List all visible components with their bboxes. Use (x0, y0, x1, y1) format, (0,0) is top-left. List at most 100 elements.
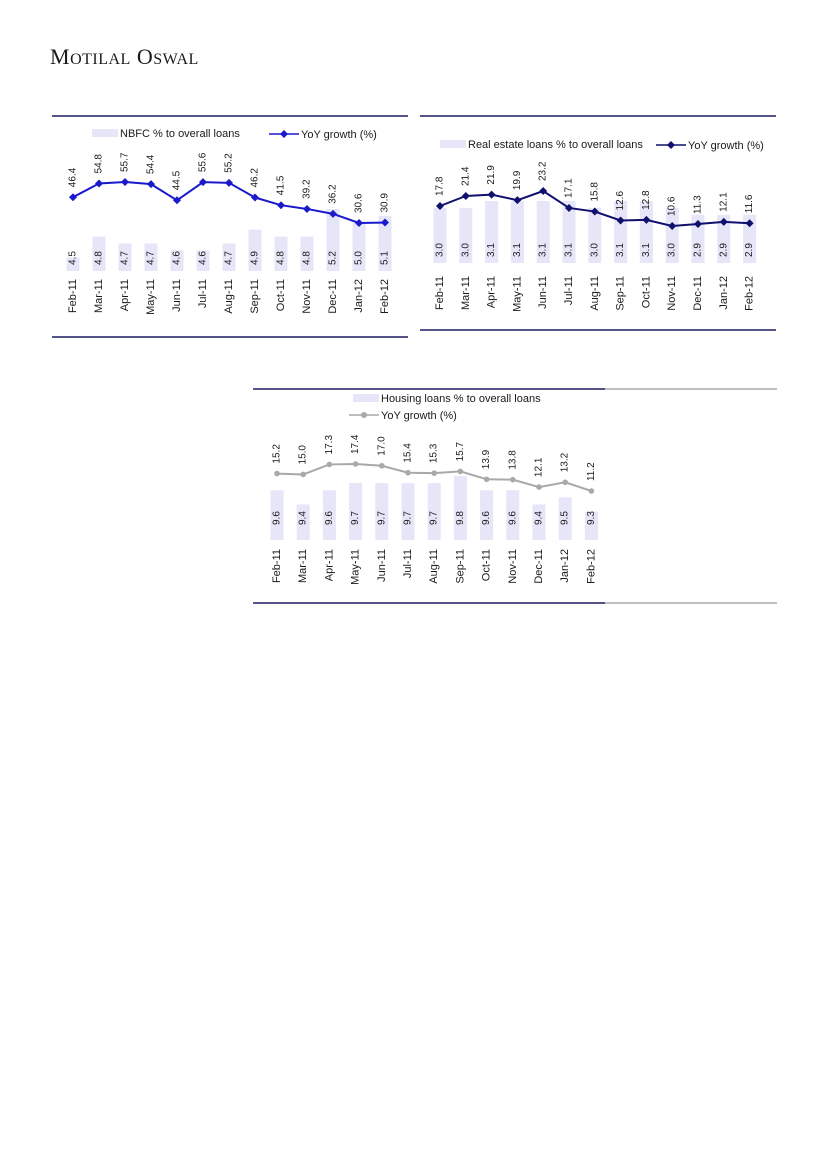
bar-Mar-11 (296, 504, 310, 540)
line-label-Sep-11: 46.2 (250, 168, 261, 188)
line-point-Apr-11 (121, 178, 129, 186)
x-tick-Aug-11: Aug-11 (428, 549, 440, 584)
x-tick-Oct-11: Oct-11 (640, 276, 652, 308)
bar-Feb-12 (378, 215, 392, 271)
line-label-Jun-11: 23.2 (538, 161, 549, 181)
bar-Feb-12 (584, 511, 598, 540)
line-point-Jun-11 (379, 462, 385, 469)
line-label-May-11: 54.4 (146, 154, 157, 174)
bar-May-11 (510, 201, 524, 263)
line-label-Aug-11: 15.3 (429, 443, 440, 463)
x-tick-Apr-11: Apr-11 (323, 549, 335, 581)
line-label-Oct-11: 41.5 (276, 175, 287, 195)
line-point-Aug-11 (431, 470, 437, 476)
line-label-Oct-11: 13.9 (481, 449, 492, 469)
line-point-Nov-11 (510, 476, 516, 483)
bar-label-May-11: 3.1 (512, 243, 523, 257)
line-point-Oct-11 (642, 215, 651, 224)
line-label-May-11: 17.4 (350, 434, 361, 454)
line-label-Aug-11: 55.2 (224, 153, 235, 173)
line-label-Feb-11: 46.4 (68, 167, 79, 187)
line-label-Mar-11: 54.8 (94, 154, 105, 174)
line-label-Feb-11: 17.8 (435, 176, 446, 196)
bar-label-Jul-11: 9.7 (403, 511, 414, 525)
bar-label-Feb-11: 4.5 (68, 251, 79, 265)
bar-series (270, 476, 598, 540)
legend-line-marker (280, 130, 288, 138)
x-tick-Jan-12: Jan-12 (353, 279, 365, 313)
line-label-Jul-11: 55.6 (198, 152, 209, 172)
bar-label-Dec-11: 5.2 (328, 251, 339, 265)
bar-Aug-11 (588, 207, 602, 263)
line-label-Nov-11: 13.8 (507, 450, 518, 470)
bar-label-Aug-11: 3.0 (589, 243, 600, 257)
bar-Feb-12 (743, 214, 757, 263)
line-label-Nov-11: 10.6 (667, 196, 678, 216)
bar-Jun-11 (170, 250, 184, 271)
line-point-Jul-11 (405, 469, 411, 476)
bar-label-Feb-12: 2.9 (744, 243, 755, 257)
bar-label-Jan-12: 2.9 (718, 243, 729, 257)
bar-label-Feb-11: 3.0 (435, 243, 446, 257)
line-label-Jan-12: 13.2 (560, 452, 571, 472)
line-label-Feb-11: 15.2 (272, 444, 283, 464)
line-point-Feb-12 (381, 218, 389, 227)
x-tick-Jul-11: Jul-11 (402, 549, 414, 578)
bar-Nov-11 (665, 207, 679, 263)
bar-label-Jan-12: 5.0 (354, 251, 365, 265)
line-label-Feb-12: 30.9 (380, 193, 391, 213)
bar-Jul-11 (401, 483, 415, 540)
x-tick-Oct-11: Oct-11 (275, 279, 287, 311)
bar-Oct-11 (274, 236, 288, 271)
bar-Feb-11 (433, 207, 447, 263)
bar-May-11 (349, 483, 363, 540)
line-label-Jan-12: 30.6 (354, 193, 365, 213)
line-label-Jul-11: 15.4 (403, 443, 414, 463)
line-point-Dec-11 (536, 484, 542, 490)
line-label-Jul-11: 17.1 (564, 178, 575, 198)
line-label-Jan-12: 12.1 (718, 192, 729, 212)
bar-label-Aug-11: 4.7 (224, 251, 235, 265)
bar-label-Aug-11: 9.7 (429, 511, 440, 525)
legend-line-label: YoY growth (%) (688, 140, 764, 152)
x-tick-Jul-11: Jul-11 (197, 279, 209, 308)
bar-Jul-11 (196, 250, 210, 271)
real-estate-loans-chart: Real estate loans % to overall loans YoY … (420, 115, 776, 331)
bar-label-Oct-11: 3.1 (641, 243, 652, 257)
line-point-Dec-11 (694, 220, 702, 229)
bar-Jun-11 (536, 201, 550, 263)
x-tick-Nov-11: Nov-11 (507, 549, 519, 584)
bar-label-Mar-11: 4.8 (94, 251, 105, 265)
legend-bar-swatch (440, 140, 466, 148)
bar-label-Mar-11: 3.0 (460, 243, 471, 257)
chart-legend: NBFC % to overall loans YoY growth (%) (92, 128, 377, 141)
bar-Jan-12 (558, 497, 572, 540)
line-point-Aug-11 (225, 178, 233, 187)
bar-series (66, 209, 392, 271)
line-label-Oct-11: 12.8 (641, 190, 652, 210)
line-point-Jan-12 (562, 479, 568, 486)
housing-loans-chart: Housing loans % to overall loans YoY grow… (253, 388, 777, 604)
line-label-Nov-11: 39.2 (302, 179, 313, 199)
x-tick-May-11: May-11 (145, 279, 157, 315)
line-label-May-11: 19.9 (512, 170, 523, 190)
x-tick-Feb-11: Feb-11 (67, 279, 79, 313)
x-tick-Aug-11: Aug-11 (223, 279, 235, 314)
bar-Jan-12 (352, 222, 366, 271)
x-tick-Mar-11: Mar-11 (297, 549, 309, 583)
line-point-Jun-11 (539, 187, 548, 195)
line-label-Apr-11: 21.9 (486, 165, 497, 185)
line-label-Feb-12: 11.6 (744, 194, 755, 213)
bar-Nov-11 (300, 236, 314, 271)
legend-line-marker (361, 412, 367, 418)
bar-Nov-11 (506, 490, 520, 540)
line-point-Mar-11 (300, 471, 306, 478)
bar-label-May-11: 4.7 (146, 251, 157, 265)
bar-Apr-11 (485, 201, 499, 263)
x-tick-Feb-11: Feb-11 (271, 549, 283, 583)
bar-label-Apr-11: 9.6 (324, 511, 335, 525)
bar-label-Mar-11: 9.4 (298, 511, 309, 525)
x-tick-Jun-11: Jun-11 (376, 549, 388, 582)
line-label-Apr-11: 17.3 (324, 435, 335, 455)
bar-Aug-11 (222, 243, 236, 271)
